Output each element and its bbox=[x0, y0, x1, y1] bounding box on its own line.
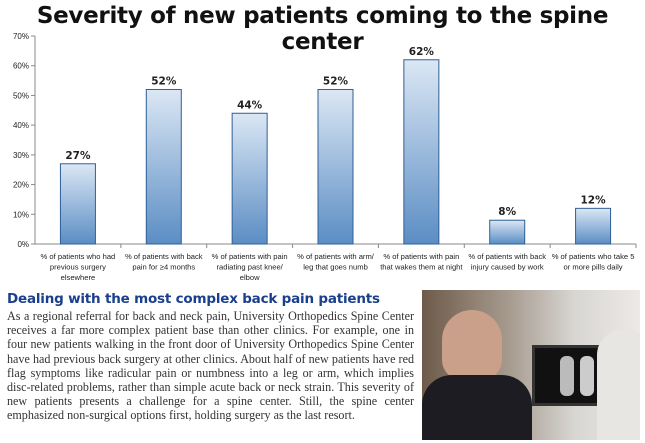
y-tick-label: 60% bbox=[13, 62, 29, 71]
patient bbox=[597, 330, 640, 440]
y-tick-label: 20% bbox=[13, 181, 29, 190]
y-tick-label: 70% bbox=[13, 32, 29, 41]
bar-chart: 0% 10% 20% 30% 40% 50% 60% 70% 27% % of patients … bbox=[13, 32, 637, 282]
y-tick-label: 0% bbox=[17, 240, 29, 249]
x-tick-label: previous surgery bbox=[50, 263, 106, 272]
x-tick-label: radiating past knee/ bbox=[217, 263, 284, 272]
doctor-suit bbox=[422, 375, 532, 440]
y-tick-label: 30% bbox=[13, 151, 29, 160]
chart-title: Severity of new patients coming to the s… bbox=[36, 3, 609, 55]
x-tick-label: % of patients with pain bbox=[212, 252, 288, 261]
x-tick-label: or more pills daily bbox=[564, 263, 623, 272]
article-body: As a regional referral for back and neck… bbox=[7, 309, 414, 423]
bar bbox=[145, 88, 182, 245]
data-label: 62% bbox=[409, 46, 435, 58]
bar bbox=[231, 112, 268, 245]
data-label: 27% bbox=[65, 150, 91, 162]
x-tick-label: % of patients with pain bbox=[383, 252, 459, 261]
bar bbox=[575, 207, 612, 245]
x-tick-label: elbow bbox=[240, 273, 260, 282]
data-label: 52% bbox=[151, 75, 177, 87]
x-tick-label: % of patients with back bbox=[468, 252, 546, 261]
data-label: 44% bbox=[237, 99, 263, 111]
data-label: 12% bbox=[581, 194, 607, 206]
doctor bbox=[442, 310, 502, 380]
x-tick-label: leg that goes numb bbox=[303, 263, 368, 272]
bar bbox=[317, 88, 354, 245]
x-tick-label: % of patients who take 5 bbox=[552, 252, 635, 261]
y-tick-label: 10% bbox=[13, 210, 29, 219]
x-tick-label: % of patients who had bbox=[41, 252, 116, 261]
article: Dealing with the most complex back pain … bbox=[7, 291, 414, 423]
photo-doctor-with-xray-monitor bbox=[422, 290, 640, 440]
x-tick-label: pain for ≥4 months bbox=[132, 263, 195, 272]
x-tick-label: elsewhere bbox=[61, 273, 96, 282]
bar bbox=[403, 59, 440, 245]
data-label: 52% bbox=[323, 75, 349, 87]
y-tick-label: 40% bbox=[13, 121, 29, 130]
x-tick-label: % of patients with back bbox=[125, 252, 203, 261]
x-tick-label: injury caused by work bbox=[471, 263, 544, 272]
y-tick-label: 50% bbox=[13, 91, 29, 100]
bar bbox=[489, 219, 526, 245]
article-heading: Dealing with the most complex back pain … bbox=[7, 291, 380, 307]
x-tick-label: % of patients with arm/ bbox=[297, 252, 375, 261]
x-tick-label: that wakes them at night bbox=[380, 263, 463, 272]
data-label: 8% bbox=[498, 206, 516, 218]
bar bbox=[59, 163, 96, 245]
